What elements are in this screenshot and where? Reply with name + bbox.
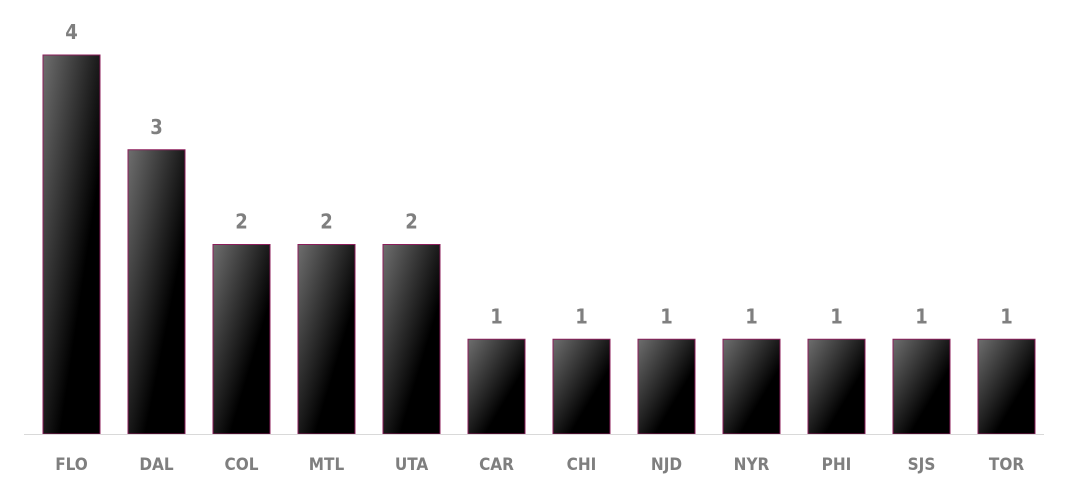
data-label-sjs: 1 [915, 304, 928, 328]
data-label-chi: 1 [575, 304, 588, 328]
x-tick-col: COL [225, 455, 259, 475]
bars-group [42, 54, 1036, 435]
bar-nyr [722, 338, 781, 435]
x-tick-chi: CHI [567, 455, 597, 475]
data-label-nyr: 1 [745, 304, 758, 328]
x-tick-mtl: MTL [309, 455, 345, 475]
data-label-tor: 1 [1000, 304, 1013, 328]
bar-dal [127, 149, 186, 435]
data-label-col: 2 [235, 210, 248, 234]
bar-chi [552, 338, 611, 435]
data-label-phi: 1 [830, 304, 843, 328]
x-tick-sjs: SJS [908, 455, 936, 475]
x-tick-phi: PHI [822, 455, 852, 475]
bar-flo [42, 54, 101, 435]
x-tick-labels-group: FLO DAL COL MTL UTA CAR CHI NJD NYR PHI SJS TOR [55, 455, 1024, 475]
bar-car [467, 338, 526, 435]
data-label-flo: 4 [65, 20, 78, 44]
data-label-njd: 1 [660, 304, 673, 328]
x-tick-uta: UTA [395, 455, 429, 475]
data-label-mtl: 2 [320, 210, 333, 234]
bar-njd [637, 338, 696, 435]
data-label-dal: 3 [150, 115, 163, 139]
x-tick-flo: FLO [55, 455, 88, 475]
bar-phi [807, 338, 866, 435]
x-tick-tor: TOR [989, 455, 1024, 475]
data-label-car: 1 [490, 304, 503, 328]
data-label-uta: 2 [405, 210, 418, 234]
x-tick-dal: DAL [139, 455, 174, 475]
data-labels-group: 4 3 2 2 2 1 1 1 1 1 1 1 [65, 20, 1013, 328]
bar-uta [382, 244, 441, 435]
x-tick-njd: NJD [651, 455, 682, 475]
bar-sjs [892, 338, 951, 435]
bar-col [212, 244, 271, 435]
bar-tor [977, 338, 1036, 435]
bar-mtl [297, 244, 356, 435]
x-tick-nyr: NYR [734, 455, 770, 475]
x-tick-car: CAR [479, 455, 514, 475]
